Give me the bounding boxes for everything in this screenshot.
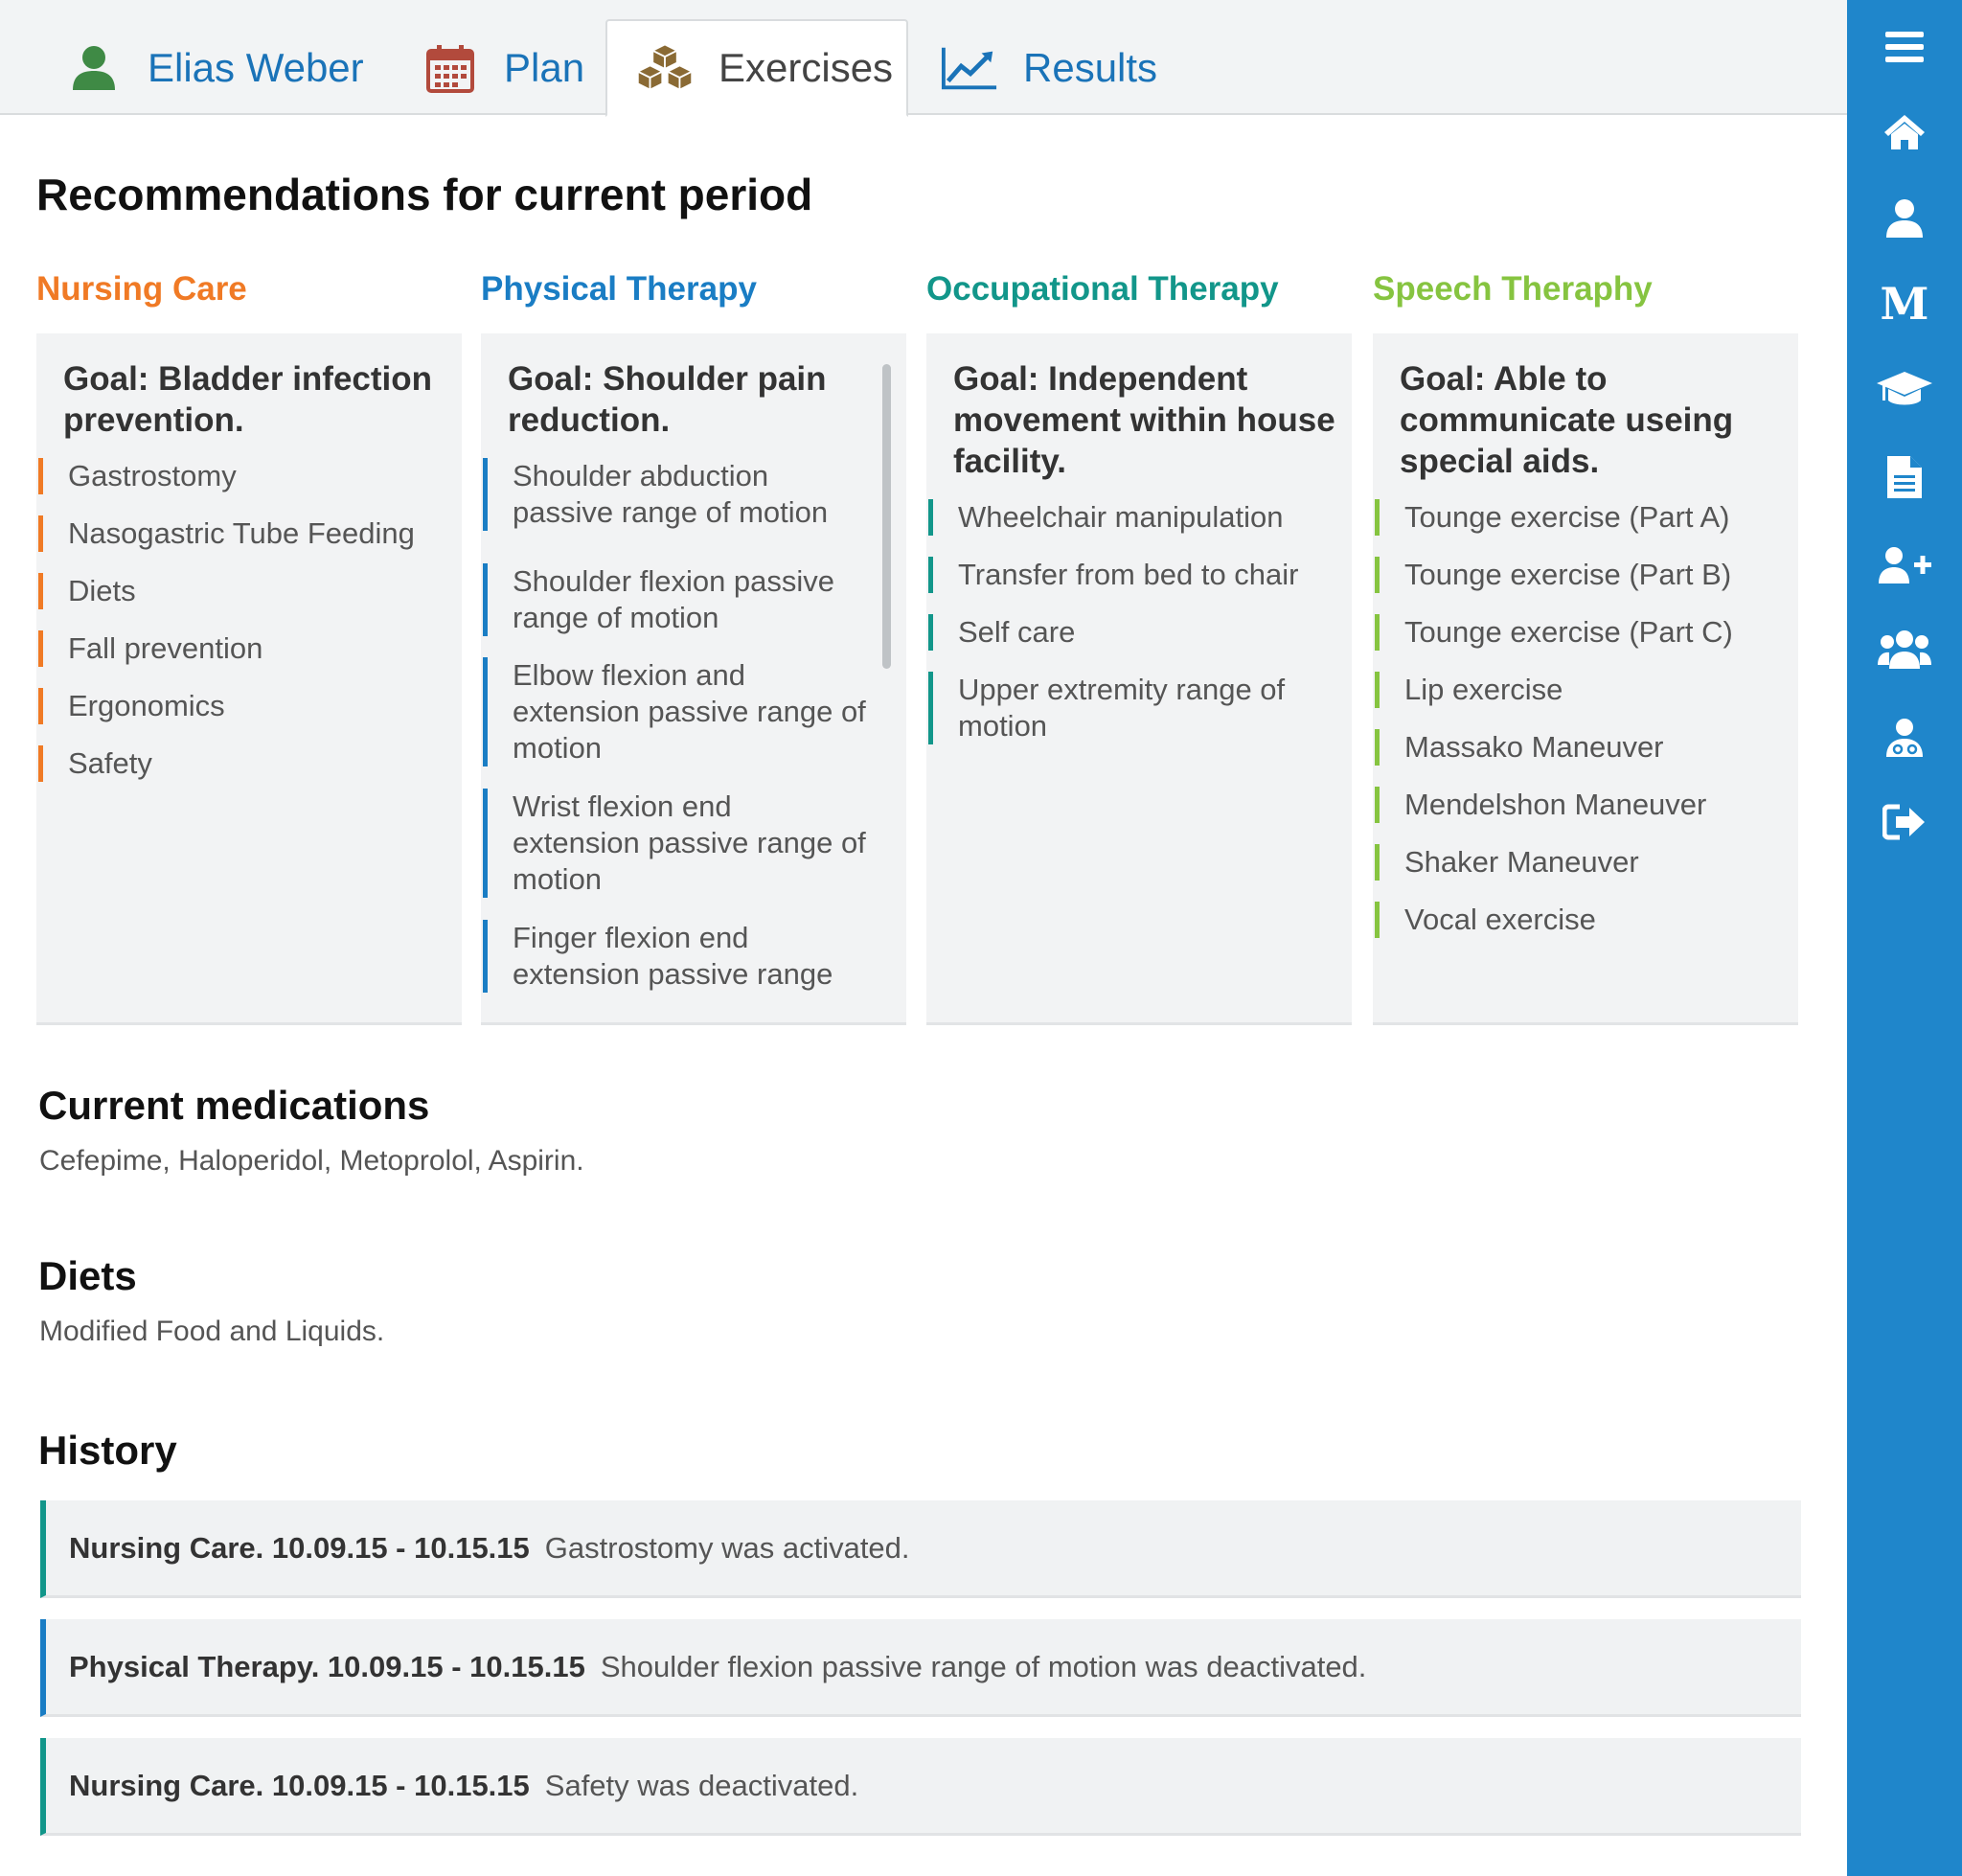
history-row-text: Safety was deactivated. [544, 1768, 859, 1802]
tab-plan-label: Plan [504, 45, 585, 90]
tab-exercises-label: Exercises [719, 45, 894, 90]
list-item[interactable]: Ergonomics [38, 688, 441, 724]
tab-exercises[interactable]: Exercises [605, 19, 908, 117]
history-title: History [38, 1428, 177, 1473]
menu-icon[interactable] [1847, 13, 1962, 80]
tab-results[interactable]: Results [941, 19, 1171, 117]
column-header-nursing-care: Nursing Care [36, 270, 247, 308]
list-item[interactable]: Vocal exercise [1375, 902, 1777, 938]
calendar-icon [422, 39, 479, 97]
list-item[interactable]: Shaker Maneuver [1375, 844, 1777, 881]
history-row-text: Shoulder flexion passive range of motion… [600, 1649, 1367, 1683]
list-item[interactable]: Shoulder abduction passive range of moti… [483, 458, 866, 531]
tab-plan[interactable]: Plan [422, 19, 594, 117]
cubes-icon [636, 39, 694, 97]
group-icon[interactable] [1847, 616, 1962, 683]
list-item[interactable]: Tounge exercise (Part A) [1375, 499, 1777, 536]
history-row[interactable]: Nursing Care. 10.09.15 - 10.15.15 Safety… [40, 1738, 1801, 1836]
tab-patient-label: Elias Weber [148, 45, 364, 90]
physical-therapy-card: Goal: Shoulder pain reduction. Shoulder … [481, 333, 906, 1025]
svg-text:M: M [1881, 283, 1928, 323]
list-item[interactable]: Nasogastric Tube Feeding [38, 515, 441, 552]
list-item[interactable]: Lip exercise [1375, 672, 1777, 708]
list-item[interactable]: Massako Maneuver [1375, 729, 1777, 766]
medications-text: Cefepime, Haloperidol, Metoprolol, Aspir… [39, 1145, 584, 1177]
occupational-therapy-card: Goal: Independent movement within house … [926, 333, 1352, 1025]
graduation-cap-icon[interactable] [1847, 355, 1962, 423]
list-item[interactable]: Wheelchair manipulation [928, 499, 1331, 536]
diets-text: Modified Food and Liquids. [39, 1315, 385, 1347]
document-icon[interactable] [1847, 444, 1962, 511]
list-item[interactable]: Tounge exercise (Part C) [1375, 614, 1777, 651]
tab-patient[interactable]: Elias Weber [65, 19, 372, 117]
page-title: Recommendations for current period [36, 170, 813, 219]
card-goal: Goal: Independent movement within house … [953, 360, 1335, 480]
tab-results-label: Results [1023, 45, 1158, 90]
doctor-icon[interactable] [1847, 704, 1962, 771]
list-item[interactable]: Mendelshon Maneuver [1375, 787, 1777, 823]
list-item[interactable]: Self care [928, 614, 1331, 651]
history-row-label: Physical Therapy. 10.09.15 - 10.15.15 [69, 1649, 585, 1683]
nursing-care-card: Goal: Bladder infection prevention. Gast… [36, 333, 462, 1025]
history-row-text: Gastrostomy was activated. [544, 1530, 910, 1565]
m-icon[interactable]: M [1847, 269, 1962, 336]
history-row[interactable]: Physical Therapy. 10.09.15 - 10.15.15 Sh… [40, 1619, 1801, 1717]
column-header-physical-therapy: Physical Therapy [481, 270, 757, 308]
diets-title: Diets [38, 1253, 137, 1298]
list-item[interactable]: Tounge exercise (Part B) [1375, 557, 1777, 593]
card-goal: Goal: Bladder infection prevention. [63, 360, 433, 439]
card-goal: Goal: Able to communicate useing special… [1400, 360, 1734, 480]
medications-title: Current medications [38, 1083, 430, 1128]
history-row-label: Nursing Care. 10.09.15 - 10.15.15 [69, 1530, 530, 1565]
list-item[interactable]: Gastrostomy [38, 458, 441, 494]
column-header-speech-therapy: Speech Theraphy [1373, 270, 1653, 308]
sign-out-icon[interactable] [1847, 789, 1962, 856]
list-item[interactable]: Safety [38, 745, 441, 782]
speech-therapy-card: Goal: Able to communicate useing special… [1373, 333, 1798, 1025]
history-row[interactable]: Nursing Care. 10.09.15 - 10.15.15 Gastro… [40, 1500, 1801, 1598]
list-item[interactable]: Wrist flexion end extension passive rang… [483, 789, 866, 898]
tab-bar: Elias Weber Plan Exercises Results [0, 0, 1847, 117]
line-chart-icon [941, 39, 998, 97]
list-item[interactable]: Upper extremity range of motion [928, 672, 1312, 744]
card-goal: Goal: Shoulder pain reduction. [508, 360, 827, 439]
user-icon[interactable] [1847, 185, 1962, 252]
right-sidebar: M [1847, 0, 1962, 1876]
home-icon[interactable] [1847, 99, 1962, 166]
list-item[interactable]: Shoulder flexion passive range of motion [483, 563, 866, 636]
column-header-occupational-therapy: Occupational Therapy [926, 270, 1279, 308]
list-item[interactable]: Transfer from bed to chair [928, 557, 1331, 593]
list-item[interactable]: Finger flexion end extension passive ran… [483, 920, 866, 993]
list-item[interactable]: Fall prevention [38, 630, 441, 667]
add-user-icon[interactable] [1847, 532, 1962, 599]
user-icon [65, 39, 123, 97]
card-scrollbar[interactable] [882, 364, 891, 669]
list-item[interactable]: Elbow flexion and extension passive rang… [483, 657, 866, 766]
history-row-label: Nursing Care. 10.09.15 - 10.15.15 [69, 1768, 530, 1802]
list-item[interactable]: Diets [38, 573, 441, 609]
